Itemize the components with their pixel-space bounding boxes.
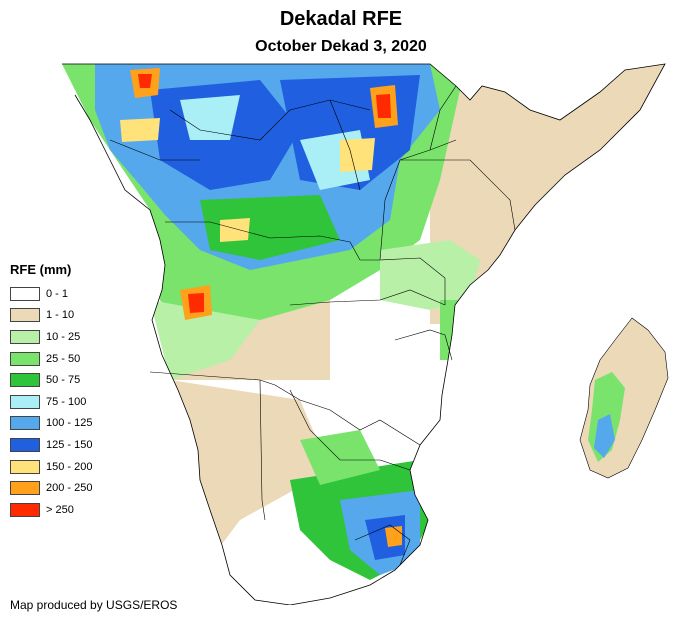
legend-item: > 250 (10, 499, 92, 521)
legend-label: 1 - 10 (46, 309, 75, 322)
legend-item: 50 - 75 (10, 369, 92, 391)
map-title: Dekadal RFE (279, 8, 403, 30)
legend-swatch (10, 481, 40, 496)
legend-item: 1 - 10 (10, 305, 92, 327)
legend-swatch (10, 437, 40, 452)
country-borders (109, 85, 516, 566)
map-subtitle: October Dekad 3, 2020 (255, 38, 427, 55)
legend-label: 0 - 1 (46, 287, 69, 300)
map-credit: Map produced by USGS/EROS (10, 598, 178, 612)
legend-swatch (10, 329, 40, 344)
legend-label: 150 - 200 (46, 460, 93, 473)
legend-label: > 250 (46, 503, 74, 516)
legend-item: 100 - 125 (10, 413, 92, 435)
legend-label: 50 - 75 (46, 374, 81, 387)
legend-swatch (10, 416, 40, 431)
legend-swatch (10, 351, 40, 366)
legend-item: 25 - 50 (10, 348, 92, 370)
legend-swatch (10, 502, 40, 517)
madagascar (579, 317, 669, 479)
legend-swatch (10, 459, 40, 474)
rainfall-map (62, 63, 669, 605)
legend-swatch (10, 286, 40, 301)
mainland (62, 63, 666, 605)
legend-item: 10 - 25 (10, 326, 92, 348)
legend-item: 75 - 100 (10, 391, 92, 413)
legend-label: 100 - 125 (46, 417, 93, 430)
legend-item: 125 - 150 (10, 434, 92, 456)
legend-label: 10 - 25 (46, 330, 81, 343)
legend-label: 25 - 50 (46, 352, 81, 365)
legend-item: 150 - 200 (10, 456, 92, 478)
legend-title: RFE (mm) (10, 262, 72, 277)
legend-item: 200 - 250 (10, 477, 92, 499)
legend-label: 200 - 250 (46, 482, 93, 495)
legend-label: 125 - 150 (46, 438, 93, 451)
legend-swatch (10, 308, 40, 323)
legend-label: 75 - 100 (46, 395, 87, 408)
legend: RFE (mm) 0 - 1 1 - 10 10 - 25 25 - 50 50 - 7… (10, 262, 92, 521)
legend-swatch (10, 394, 40, 409)
legend-swatch (10, 373, 40, 388)
legend-item: 0 - 1 (10, 283, 92, 305)
